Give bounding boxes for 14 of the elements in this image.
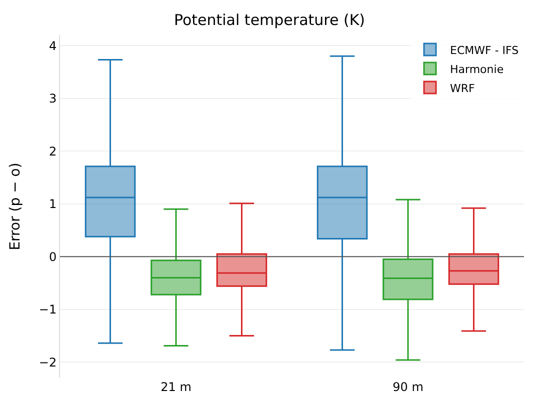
y-tick-label: 1 xyxy=(48,197,57,212)
y-tick-label: 0 xyxy=(48,250,57,264)
x-tick-label: 90 m xyxy=(392,380,424,394)
legend-label: Harmonie xyxy=(450,62,504,76)
chart-title: Potential temperature (K) xyxy=(174,11,366,30)
y-axis-title: Error (p − o) xyxy=(7,162,24,250)
y-tick-label: 3 xyxy=(48,92,57,106)
y-tick-label: 4 xyxy=(48,38,57,53)
legend-label: WRF xyxy=(450,82,475,95)
y-tick-label: −2 xyxy=(38,355,57,370)
x-tick-label: 21 m xyxy=(160,380,192,394)
legend-label: ECMWF - IFS xyxy=(450,44,519,57)
y-tick-label: 2 xyxy=(48,144,57,158)
y-tick-label: −1 xyxy=(38,302,57,317)
